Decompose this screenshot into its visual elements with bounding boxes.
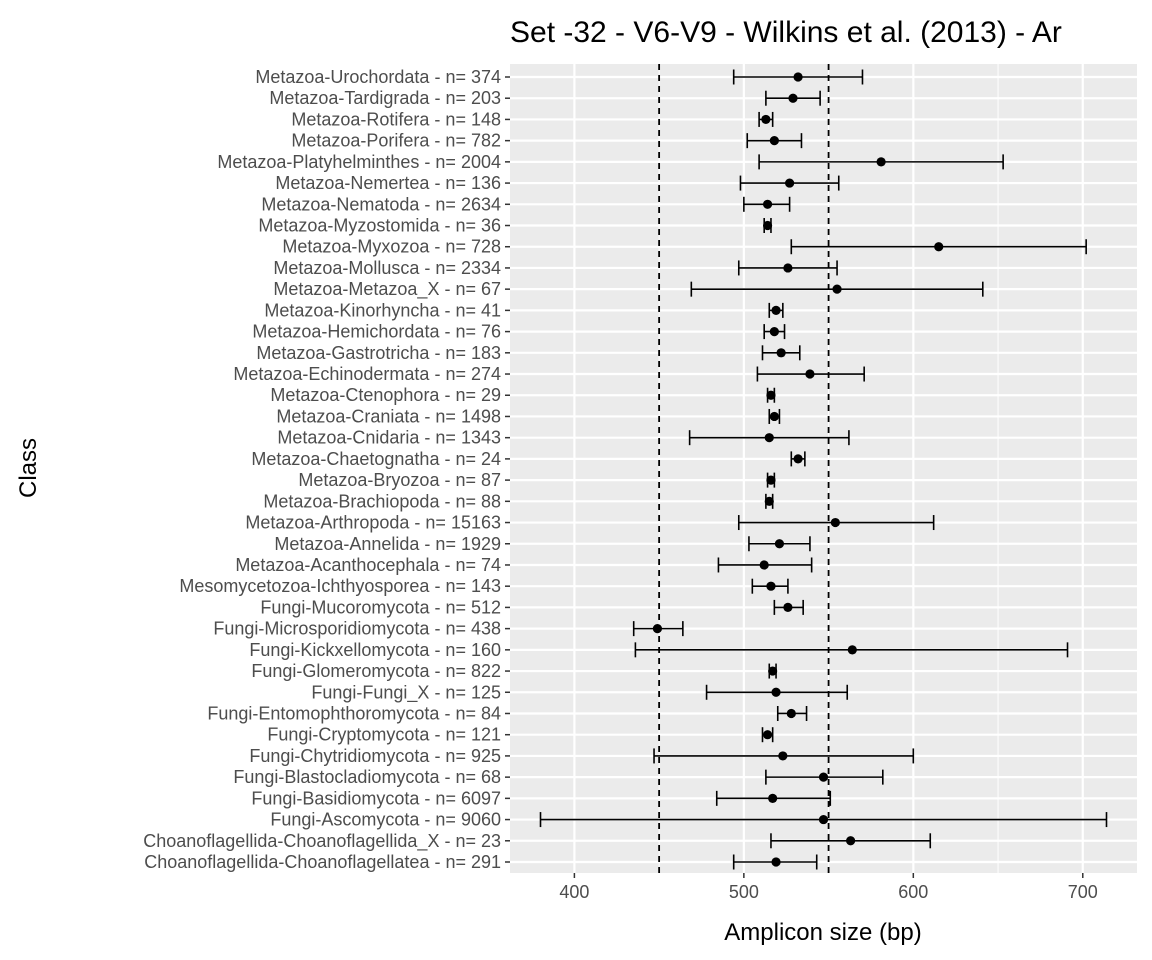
y-tick-label: Metazoa-Cnidaria - n= 1343 <box>277 428 501 448</box>
mean-point <box>847 645 857 655</box>
x-axis-title: Amplicon size (bp) <box>724 919 921 946</box>
mean-point <box>774 539 785 549</box>
y-tick-label: Fungi-Entomophthoromycota - n= 84 <box>207 703 501 723</box>
mean-point <box>776 348 786 358</box>
y-tick-label: Metazoa-Nemertea - n= 136 <box>275 173 501 193</box>
y-tick-label: Metazoa-Platyhelminthes - n= 2004 <box>217 152 501 172</box>
x-tick-label: 700 <box>1068 882 1098 902</box>
y-tick-label: Metazoa-Mollusca - n= 2334 <box>273 258 501 278</box>
y-axis-tick-labels: Metazoa-Urochordata - n= 374Metazoa-Tard… <box>143 67 501 872</box>
y-tick-label: Metazoa-Kinorhyncha - n= 41 <box>264 300 501 320</box>
x-axis-ticks <box>573 873 1084 878</box>
mean-point <box>762 199 773 209</box>
mean-point <box>761 114 771 125</box>
y-tick-label: Fungi-Ascomycota - n= 9060 <box>270 810 501 830</box>
mean-point <box>830 517 840 528</box>
y-tick-label: Fungi-Glomeromycota - n= 822 <box>251 661 501 681</box>
mean-point <box>785 178 795 188</box>
mean-point <box>793 454 803 464</box>
y-tick-label: Choanoflagellida-Choanoflagellatea - n= … <box>144 852 501 872</box>
y-axis-ticks <box>505 76 510 863</box>
y-tick-label: Metazoa-Craniata - n= 1498 <box>276 406 501 426</box>
mean-points <box>652 72 944 867</box>
y-tick-label: Choanoflagellida-Choanoflagellida_X - n=… <box>143 831 501 852</box>
y-tick-label: Fungi-Mucoromycota - n= 512 <box>260 597 501 617</box>
y-tick-label: Metazoa-Tardigrada - n= 203 <box>269 88 501 108</box>
mean-point <box>876 157 886 167</box>
mean-point <box>788 93 798 103</box>
mean-point <box>769 136 779 146</box>
y-tick-label: Fungi-Kickxellomycota - n= 160 <box>249 640 501 660</box>
y-tick-label: Fungi-Fungi_X - n= 125 <box>311 682 501 703</box>
y-tick-label: Fungi-Chytridiomycota - n= 925 <box>249 746 501 766</box>
y-tick-label: Metazoa-Porifera - n= 782 <box>291 131 501 151</box>
mean-point <box>793 72 803 82</box>
x-axis-tick-labels: 400 500 600 700 <box>559 882 1097 902</box>
mean-point <box>786 708 796 719</box>
mean-point <box>769 326 779 337</box>
mean-point <box>764 496 774 506</box>
plot-panel <box>510 64 1137 873</box>
mean-point <box>805 369 815 379</box>
x-tick-label: 500 <box>729 882 759 902</box>
y-tick-label: Fungi-Basidiomycota - n= 6097 <box>251 788 501 808</box>
y-tick-label: Fungi-Microsporidiomycota - n= 438 <box>213 619 501 639</box>
mean-point <box>778 751 788 761</box>
mean-point <box>652 624 663 634</box>
y-tick-label: Metazoa-Gastrotricha - n= 183 <box>256 343 501 363</box>
y-tick-label: Metazoa-Chaetognatha - n= 24 <box>251 449 501 469</box>
mean-point <box>771 687 781 697</box>
mean-point <box>768 793 778 803</box>
y-tick-label: Metazoa-Arthropoda - n= 15163 <box>245 513 501 533</box>
mean-point <box>832 284 842 294</box>
mean-point <box>762 730 773 740</box>
y-tick-label: Mesomycetozoa-Ichthyosporea - n= 143 <box>179 576 501 596</box>
mean-point <box>766 390 776 400</box>
mean-point <box>818 772 829 782</box>
y-tick-label: Metazoa-Metazoa_X - n= 67 <box>273 279 501 300</box>
y-tick-label: Metazoa-Echinodermata - n= 274 <box>233 364 501 384</box>
y-tick-label: Metazoa-Annelida - n= 1929 <box>274 534 501 554</box>
y-tick-label: Metazoa-Myxozoa - n= 728 <box>282 237 501 257</box>
y-tick-label: Metazoa-Bryozoa - n= 87 <box>298 470 501 490</box>
y-tick-label: Fungi-Blastocladiomycota - n= 68 <box>233 767 501 787</box>
mean-point <box>771 857 781 867</box>
mean-point <box>771 305 781 315</box>
mean-point <box>764 433 774 443</box>
y-tick-label: Metazoa-Myzostomida - n= 36 <box>258 216 501 236</box>
reference-lines <box>658 64 830 873</box>
mean-point <box>769 411 779 422</box>
y-tick-label: Metazoa-Nematoda - n= 2634 <box>261 194 501 214</box>
y-tick-label: Metazoa-Acanthocephala - n= 74 <box>235 555 501 575</box>
y-tick-label: Metazoa-Urochordata - n= 374 <box>255 67 501 87</box>
y-tick-label: Metazoa-Ctenophora - n= 29 <box>270 385 501 405</box>
mean-point <box>766 581 776 591</box>
mean-point <box>818 814 829 825</box>
y-tick-label: Metazoa-Rotifera - n= 148 <box>291 109 501 129</box>
mean-point <box>768 666 778 676</box>
chart-title: Set -32 - V6-V9 - Wilkins et al. (2013) … <box>510 16 1062 49</box>
y-axis-title: Class <box>15 438 42 498</box>
y-tick-label: Metazoa-Hemichordata - n= 76 <box>252 322 501 342</box>
mean-point <box>783 602 793 613</box>
x-tick-label: 600 <box>898 882 928 902</box>
y-tick-label: Metazoa-Brachiopoda - n= 88 <box>263 491 501 511</box>
x-tick-label: 400 <box>559 882 589 902</box>
mean-point <box>846 836 856 846</box>
mean-point <box>783 263 793 273</box>
mean-point <box>934 242 944 252</box>
mean-point <box>766 475 776 485</box>
mean-point <box>762 220 773 231</box>
y-tick-label: Fungi-Cryptomycota - n= 121 <box>267 725 501 745</box>
mean-point <box>759 560 769 570</box>
